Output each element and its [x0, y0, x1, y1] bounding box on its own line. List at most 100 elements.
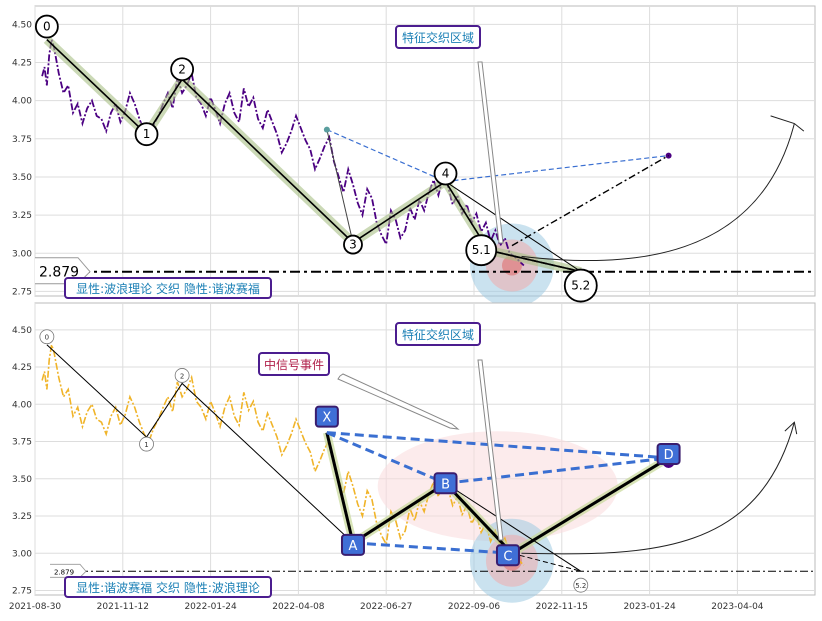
wave-point-marker-0 — [34, 14, 59, 39]
legend-text: 显性:波浪理论 交织 隐性:谐波赛福 — [76, 281, 260, 296]
signal-pointer-arrow — [337, 373, 460, 430]
wave-point-marker-2 — [170, 57, 195, 82]
harmonic-point-label: X — [322, 411, 331, 426]
harmonic-bc-line — [444, 482, 514, 555]
x-tick-label: 2023-04-04 — [711, 602, 764, 612]
wave-point-marker-5.1 — [465, 234, 498, 267]
wave-point-marker-5.2 — [573, 577, 589, 593]
harmonic-ac-dashed — [352, 541, 513, 555]
panel-bottom: 2.75 3.00 3.25 3.50 3.75 4.00 4.25 4.50 2.879 0 1 2… — [9, 302, 816, 612]
y-tick-label: 3.50 — [12, 173, 32, 183]
y-tick-label: 4.50 — [12, 20, 32, 30]
region-label-box — [395, 25, 481, 49]
y-tick-label: 3.50 — [12, 475, 32, 485]
harmonic-ab-line — [352, 482, 447, 545]
projection-arc — [521, 123, 795, 262]
harmonic-xa-line — [326, 129, 354, 243]
harmonic-point-marker-B — [433, 472, 458, 495]
legend-text: 显性:谐波赛福 交织 隐性:波浪理论 — [76, 580, 260, 595]
wave-point-label: 3 — [349, 238, 357, 252]
harmonic-point-label: D — [664, 448, 674, 463]
y-tick-label: 3.25 — [12, 211, 32, 221]
wedge-line-dashed — [511, 552, 581, 572]
region-label: 特征交织区域 — [402, 327, 474, 342]
y-tick-label: 4.00 — [12, 97, 32, 107]
wave-point-marker-5.2 — [563, 268, 598, 303]
projection-arc — [521, 422, 795, 555]
harmonic-bd-dashed — [445, 456, 669, 485]
x-tick-label: 2022-06-27 — [360, 602, 412, 612]
y-tick-label: 3.00 — [12, 549, 32, 559]
wave-point-label: 5.2 — [571, 279, 590, 293]
region-label: 特征交织区域 — [402, 30, 474, 45]
wave-point-marker-0 — [39, 329, 55, 345]
wave-point-label: 2 — [178, 62, 186, 76]
wave-point-label: 5.2 — [575, 582, 586, 590]
wave-point-marker-4 — [433, 161, 458, 186]
wave-point-label: 1 — [144, 441, 148, 449]
harmonic-bd-line — [445, 154, 669, 183]
wave-point-marker-2 — [174, 368, 190, 383]
projection-arc-head — [770, 115, 805, 132]
y-tick-label: 3.00 — [12, 249, 32, 259]
region-label-box — [395, 322, 481, 346]
x-tick-label: 2022-11-15 — [536, 602, 588, 612]
x-tick-label: 2022-04-08 — [272, 602, 325, 612]
harmonic-point-marker-A — [340, 533, 365, 556]
signal-label: 中信号事件 — [264, 357, 324, 372]
wave-point-marker-3 — [343, 234, 363, 255]
wave-point-label: 2 — [180, 372, 184, 380]
harmonic-point-label: A — [349, 539, 358, 554]
support-level-label: 2.879 — [54, 568, 74, 576]
harmonic-xa-line — [325, 432, 355, 544]
y-tick-label: 4.25 — [12, 58, 32, 68]
harmonic-point-marker-C — [495, 544, 520, 567]
y-tick-label: 3.25 — [12, 512, 32, 522]
plot-area — [34, 5, 816, 297]
harmonic-cd-line — [511, 456, 670, 555]
legend-box — [64, 277, 272, 299]
wave-point-label: 1 — [143, 127, 151, 141]
wedge-line-dashed — [488, 249, 581, 273]
harmonic-point-marker-X — [314, 405, 339, 428]
x-tick-label: 2023-01-24 — [623, 602, 676, 612]
harmonic-xd-dashed — [326, 431, 669, 460]
projection-dashdot-line — [511, 154, 669, 247]
harmonic-point-marker-D — [656, 442, 681, 465]
y-tick-label: 3.75 — [12, 135, 32, 145]
y-tick-label: 4.00 — [12, 400, 32, 410]
harmonic-xb-dashed — [326, 431, 447, 485]
wave-point-marker-1 — [139, 436, 154, 452]
x-tick-label: 2022-01-24 — [184, 602, 237, 612]
wave-point-label: 5.1 — [472, 243, 491, 257]
signal-label-box — [258, 352, 330, 376]
wave-point-marker-1 — [134, 122, 159, 147]
y-tick-label: 4.50 — [12, 326, 32, 336]
y-tick-label: 2.75 — [12, 587, 32, 597]
wedge-line — [445, 181, 582, 272]
harmonic-point-label: B — [441, 477, 450, 492]
legend-box — [64, 576, 272, 598]
region-blob-pink-large — [377, 431, 618, 542]
wave-point-label: 0 — [43, 20, 51, 34]
region-pointer-arrow — [477, 61, 504, 244]
harmonic-point-x — [323, 126, 330, 133]
y-tick-label: 3.75 — [12, 438, 32, 448]
projection-arc-head — [784, 421, 798, 435]
wedge-line — [445, 482, 582, 572]
y-tick-label: 4.25 — [12, 363, 32, 373]
wave-path — [46, 344, 354, 544]
x-tick-label: 2021-11-12 — [97, 602, 149, 612]
region-pointer-arrow — [477, 359, 504, 541]
wave-point-label: 0 — [45, 334, 49, 342]
y-tick-label: 2.75 — [12, 287, 32, 297]
panel-top: 2.75 3.00 3.25 3.50 3.75 4.00 4.25 4.50 2.879 0 1 2… — [12, 5, 816, 308]
wave-point-label: 4 — [442, 167, 450, 181]
support-level-label: 2.879 — [39, 265, 79, 281]
harmonic-point-label: C — [503, 549, 512, 564]
x-tick-label: 2022-09-06 — [448, 602, 501, 612]
x-tick-label: 2021-08-30 — [9, 602, 62, 612]
harmonic-xb-line — [326, 129, 446, 183]
